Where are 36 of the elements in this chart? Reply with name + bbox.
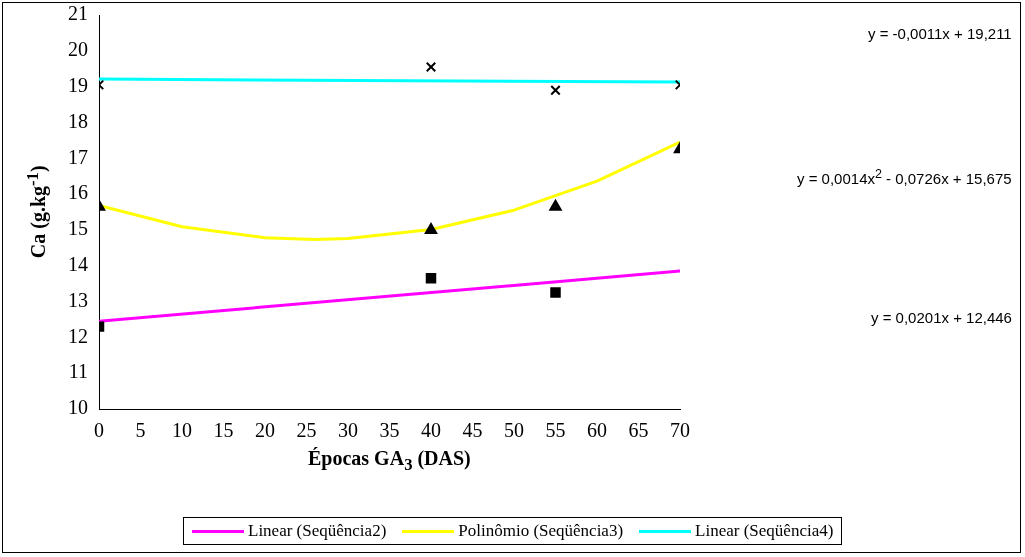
x-tick-label: 55 (545, 419, 566, 442)
x-tick-label: 20 (255, 419, 275, 442)
x-axis-title: Épocas GA$_{3}$ (DAS) (308, 447, 471, 475)
x-tick-label: 0 (94, 419, 104, 442)
x-tick-label: 5 (135, 419, 146, 442)
point (550, 287, 561, 298)
x-tick-label: 60 (587, 419, 607, 442)
y-tick-label: 13 (68, 288, 88, 311)
y-tick-label: 19 (68, 73, 88, 96)
x-tick-label: 45 (462, 419, 483, 442)
x-tick-label: 25 (296, 419, 317, 442)
point (425, 273, 437, 284)
y-tick-label: 21 (68, 2, 88, 25)
legend-label: Linear (Seqüência2) (248, 521, 387, 541)
x-tick-label: 30 (338, 419, 358, 442)
x-tick-label: 15 (213, 419, 234, 442)
text: y = 0,0201x + 12,446 (871, 308, 1012, 326)
y-tick-label: 10 (68, 396, 88, 419)
text: y = 0,0014x$^{2}$ - 0,0726x + 15,675 (797, 166, 1012, 187)
legend-label: Linear (Seqüência4) (695, 521, 834, 541)
x-tick-label: 35 (379, 419, 400, 442)
x-tick-label: 50 (504, 419, 524, 442)
y-tick-label: 17 (68, 145, 88, 168)
x-tick-label: 40 (421, 419, 441, 442)
y-tick-label: 20 (68, 38, 88, 61)
y-tick-label: 12 (68, 324, 88, 347)
y-tick-label: 15 (68, 217, 88, 240)
x-tick-label: 70 (670, 419, 690, 442)
y-tick-label: 14 (68, 252, 88, 275)
text: y = -0,0011x + 19,211 (868, 25, 1012, 42)
x-tick-label: 65 (628, 419, 649, 442)
y-tick-label: 16 (68, 181, 88, 204)
y-tick-label: 11 (68, 360, 88, 383)
x-tick-label: 10 (172, 419, 192, 442)
y-tick-label: 18 (68, 109, 88, 132)
legend-label: Polinômio (Seqüência3) (458, 521, 624, 541)
